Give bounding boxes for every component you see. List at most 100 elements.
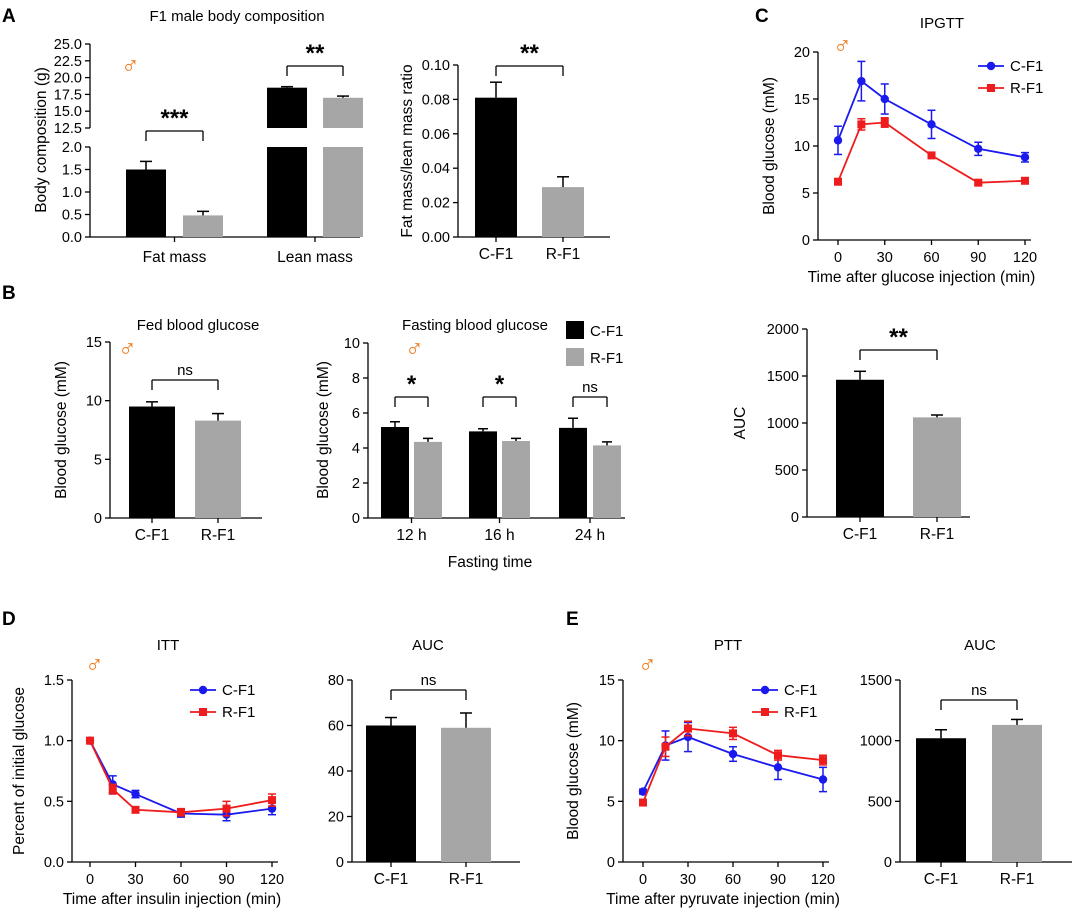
A1-x-label: Lean mass: [277, 249, 353, 266]
B2-y-tick-label: 2: [352, 476, 360, 492]
E1-point-c: [638, 787, 648, 796]
B2-x-axis-title: Fasting time: [448, 554, 532, 571]
A1-y-tick-label: 20.0: [54, 71, 82, 87]
B2-bar: [559, 427, 587, 518]
B1-title: Fed blood glucose: [137, 317, 260, 334]
C1-point-c: [857, 76, 866, 86]
A1-y-tick-label: 2.0: [62, 140, 82, 156]
D1-x-tick-label: 60: [173, 872, 189, 888]
A2-y-tick-label: 0.10: [422, 58, 450, 74]
B1-bar: [195, 420, 241, 518]
B2-legend-label: C-F1: [590, 323, 623, 340]
C1-point-c: [927, 120, 936, 129]
D1-title: ITT: [157, 637, 180, 654]
D1-point-r: [177, 808, 185, 817]
D1-point-r: [222, 804, 231, 813]
E2-y-tick-label: 500: [868, 794, 892, 810]
A1-significance-lean-label: **: [306, 40, 325, 67]
D2-y-tick-label: 40: [328, 764, 344, 780]
E1-legend-label: R-F1: [784, 704, 817, 721]
D1-legend-label: R-F1: [222, 704, 255, 721]
E2-bar: [992, 724, 1042, 862]
A2-y-tick-label: 0.08: [422, 92, 450, 108]
C2-bar: [913, 417, 961, 517]
C1-point-r: [1021, 176, 1029, 185]
A1-y-tick-label: 15.0: [54, 104, 82, 120]
B2-y-label: Blood glucose (mM): [315, 361, 332, 499]
A1-y-tick-label: 12.5: [54, 121, 82, 137]
E1-point-c: [728, 749, 738, 759]
A1-bar-upper: [267, 87, 307, 128]
A1-bar: [126, 169, 166, 237]
C1-x-tick-label: 0: [834, 250, 842, 266]
B2-bar: [469, 431, 497, 518]
D1-series-c-line: [89, 740, 273, 816]
A1-y-tick-label: 0.0: [62, 230, 82, 246]
D1-point-r: [108, 785, 117, 794]
C2-y-tick-label: 2000: [767, 322, 799, 338]
B2-title: Fasting blood glucose: [402, 317, 548, 334]
D2-x-label: R-F1: [449, 871, 483, 888]
E1-legend-marker: [760, 685, 770, 695]
E2-x-label: C-F1: [924, 871, 958, 888]
A1-bar: [183, 215, 223, 237]
E1-y-tick-label: 15: [599, 673, 615, 689]
B1-bar: [129, 406, 175, 518]
C1-title: IPGTT: [920, 15, 964, 32]
panel-label-a: A: [2, 6, 16, 27]
E1-x-tick-label: 60: [725, 872, 741, 888]
D2-y-tick-label: 80: [328, 673, 344, 689]
C1-y-tick-label: 20: [794, 45, 810, 61]
C1-y-tick-label: 15: [794, 92, 810, 108]
E1-legend-marker: [761, 708, 769, 716]
C1-point-r: [834, 177, 842, 186]
A1-y-tick-label: 22.5: [54, 54, 82, 70]
D1-x-tick-label: 0: [86, 872, 94, 888]
male-symbol-e: ♂: [638, 650, 657, 678]
C2-y-tick-label: 1000: [767, 416, 799, 432]
C1-x-axis-title: Time after glucose injection (min): [808, 269, 1036, 286]
B2-x-label: 24 h: [575, 527, 605, 544]
E2-y-tick-label: 1000: [860, 734, 892, 750]
A1-y-tick-label: 1.5: [62, 163, 82, 179]
A1-y-tick-label: 25.0: [54, 37, 82, 53]
male-symbol-b-fasting: ♂: [405, 334, 424, 362]
E1-point-c: [683, 732, 693, 742]
D2-y-tick-label: 60: [328, 719, 344, 735]
A2-y-label: Fat mass/lean mass ratio: [399, 64, 416, 237]
A2-y-tick-label: 0.00: [422, 230, 450, 246]
male-symbol-a: ♂: [121, 51, 140, 79]
E1-y-label: Blood glucose (mM): [565, 702, 582, 840]
C2-x-label: C-F1: [843, 526, 877, 543]
D1-y-tick-label: 1.5: [44, 673, 64, 689]
D2-title: AUC: [412, 637, 444, 654]
C2-x-label: R-F1: [920, 526, 954, 543]
B2-significance-label: *: [407, 371, 417, 398]
B1-y-tick-label: 0: [94, 511, 102, 527]
B1-y-tick-label: 10: [86, 394, 102, 410]
B2-bar: [381, 427, 409, 518]
E1-x-tick-label: 120: [811, 872, 835, 888]
E1-y-tick-label: 0: [607, 855, 615, 871]
B2-y-tick-label: 0: [352, 511, 360, 527]
A2-y-tick-label: 0.06: [422, 127, 450, 143]
panel-label-d: D: [2, 609, 16, 630]
D1-point-r: [86, 736, 94, 745]
C1-y-tick-label: 5: [802, 186, 810, 202]
B2-bar: [502, 441, 530, 518]
C1-legend-label: C-F1: [1010, 58, 1043, 75]
E1-point-r: [639, 798, 647, 807]
D1-x-tick-label: 120: [260, 872, 284, 888]
E1-x-axis-title: Time after pyruvate injection (min): [606, 891, 840, 908]
E1-point-c: [818, 775, 828, 784]
C2-bar: [836, 379, 884, 517]
D2-y-tick-label: 20: [328, 810, 344, 826]
E1-point-r: [774, 751, 782, 760]
D1-point-r: [131, 805, 140, 814]
D1-y-label: Percent of initial glucose: [11, 687, 28, 855]
A2-x-label: R-F1: [546, 246, 580, 263]
A1-x-label: Fat mass: [143, 249, 207, 266]
C1-y-tick-label: 10: [794, 139, 810, 155]
male-symbol-b-fed: ♂: [118, 334, 137, 362]
D1-series-r-line: [89, 740, 273, 814]
